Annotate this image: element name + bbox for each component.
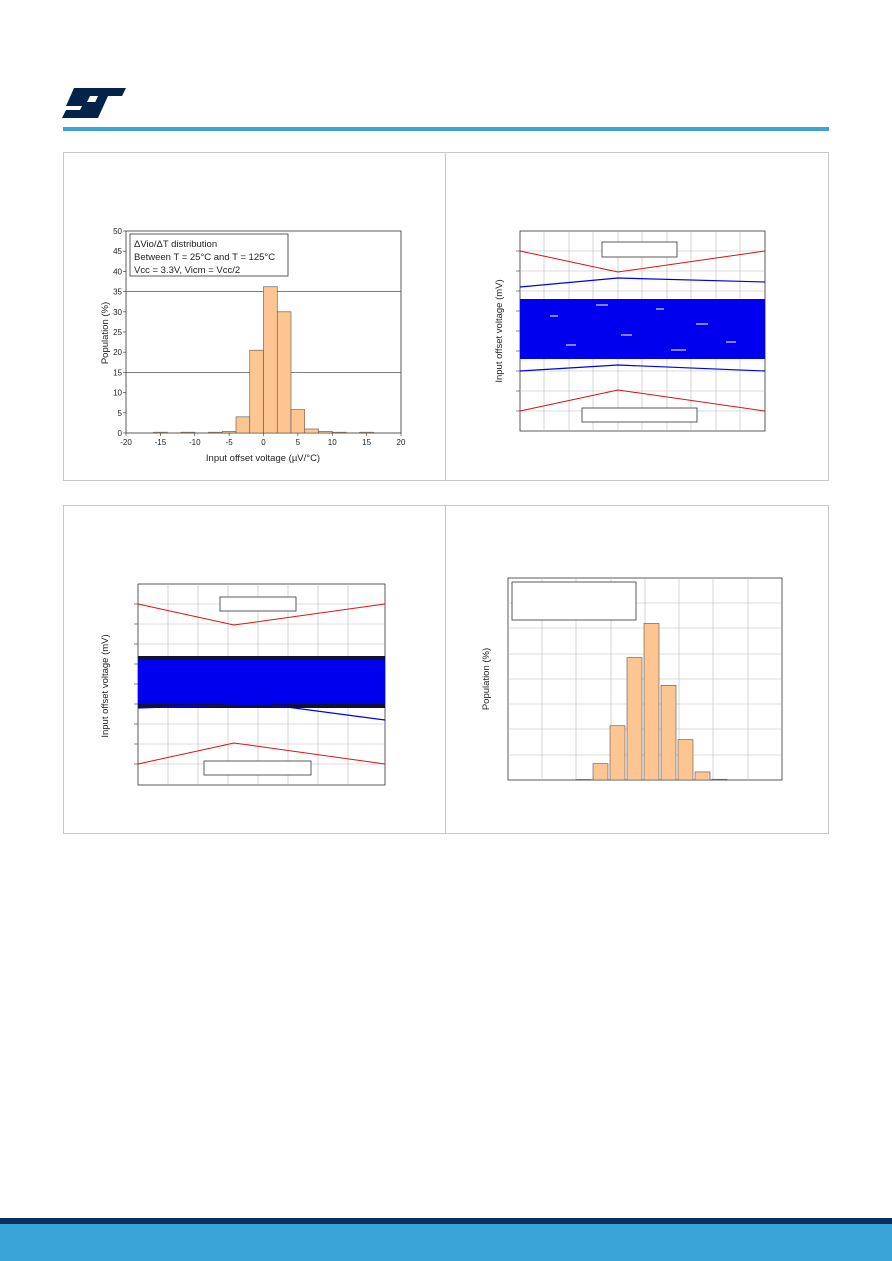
x-tick-label: 0 (261, 438, 266, 447)
histogram-bar (290, 409, 306, 434)
legend-line-3: Vcc = 3.3V, Vicm = Vcc/2 (134, 265, 240, 276)
x-tick-label: 5 (296, 438, 301, 447)
axis-ticks (134, 603, 138, 765)
y-tick-label: 5 (118, 409, 123, 418)
x-tick-label: -5 (226, 438, 234, 447)
st-logo (62, 88, 126, 118)
st-logo-mark (62, 88, 126, 118)
figure-panel-vio-drift-histogram: -20 -15 -10 -5 0 5 10 15 20 0 5 10 15 20 25 30 35 40 45 50… (63, 152, 446, 481)
y-axis-label: Input offset voltage (mV) (100, 634, 111, 737)
histogram-bar (208, 431, 223, 434)
histogram-bar (643, 623, 660, 781)
y-tick-label: 15 (113, 368, 122, 377)
histogram-bar (304, 428, 319, 434)
histogram-bar (626, 657, 643, 781)
x-tick-label: -20 (120, 438, 132, 447)
legend-box-upper (219, 596, 297, 612)
legend-box (511, 581, 637, 621)
histogram-bar (694, 771, 711, 781)
x-tick-label: 10 (328, 438, 337, 447)
histogram-bar (711, 778, 728, 781)
axis-ticks (516, 250, 520, 412)
histogram-bar (331, 431, 347, 434)
histogram-bar (263, 286, 278, 434)
upper-limit-line (137, 603, 386, 626)
outlier-curve (137, 703, 386, 721)
histogram-bar (318, 431, 333, 434)
legend-line-1: ΔVio/ΔT distribution (134, 239, 217, 250)
histogram-bar (660, 685, 677, 781)
histogram-bar (235, 416, 251, 434)
histogram-bar (677, 739, 694, 781)
y-axis-label: Input offset voltage (mV) (494, 279, 505, 382)
footer-rule (0, 1218, 892, 1224)
y-tick-label: 50 (113, 227, 122, 236)
y-tick-label: 20 (113, 348, 122, 357)
lower-limit-line (137, 742, 386, 765)
legend-line-2: Between T = 25°C and T = 125°C (134, 252, 275, 263)
figure-panel-offset-vs-temp-a: Input offset voltage (mV) (445, 152, 829, 481)
figure-grid: -20 -15 -10 -5 0 5 10 15 20 0 5 10 15 20 25 30 35 40 45 50… (63, 152, 829, 834)
x-tick-label: 20 (397, 438, 406, 447)
x-tick-label: 15 (362, 438, 371, 447)
histogram-bar (221, 431, 237, 434)
histogram-bar (276, 311, 292, 434)
histogram-chart: -20 -15 -10 -5 0 5 10 15 20 0 5 10 15 20 25 30 35 40 45 50… (100, 227, 406, 464)
y-tick-label: 45 (113, 247, 122, 256)
histogram-bar (575, 779, 592, 781)
upper-outlier-curve (519, 277, 766, 288)
y-axis-label: Population (%) (481, 648, 492, 710)
histogram-bar (609, 725, 626, 781)
histogram-bar (249, 349, 264, 434)
footer-band (0, 1224, 892, 1261)
legend-box-lower (203, 760, 312, 776)
header-rule (63, 127, 829, 131)
offset-drift-chart: Input offset voltage (mV) (494, 230, 766, 432)
curve-band (520, 299, 765, 359)
histogram-bar (592, 763, 609, 781)
lower-limit-line (519, 389, 766, 412)
histogram-bar (359, 431, 374, 434)
legend-box-lower (581, 407, 698, 423)
histogram-chart: Population (%) (481, 577, 783, 781)
x-tick-label: -10 (189, 438, 201, 447)
curve-band (138, 660, 385, 704)
x-axis-label: Input offset voltage (µV/°C) (206, 453, 320, 464)
histogram-bar (153, 431, 168, 434)
y-axis-label: Population (%) (100, 302, 111, 364)
y-tick-label: 0 (118, 429, 123, 438)
upper-limit-line (519, 250, 766, 273)
y-tick-label: 40 (113, 267, 122, 276)
histogram-bar (180, 431, 196, 434)
y-tick-label: 25 (113, 328, 122, 337)
figure-panel-offset-histogram: Population (%) (445, 505, 829, 834)
offset-drift-chart: Input offset voltage (mV) (100, 583, 386, 786)
y-tick-label: 10 (113, 389, 122, 398)
figure-panel-offset-vs-temp-b: Input offset voltage (mV) (63, 505, 446, 834)
legend-box-upper (601, 241, 678, 258)
y-tick-label: 30 (113, 308, 122, 317)
x-tick-label: -15 (155, 438, 167, 447)
legend-box: ΔVio/ΔT distribution Between T = 25°C an… (129, 233, 289, 277)
y-tick-label: 35 (113, 288, 122, 297)
lower-outlier-curve (519, 364, 766, 372)
band-noise (550, 304, 736, 351)
